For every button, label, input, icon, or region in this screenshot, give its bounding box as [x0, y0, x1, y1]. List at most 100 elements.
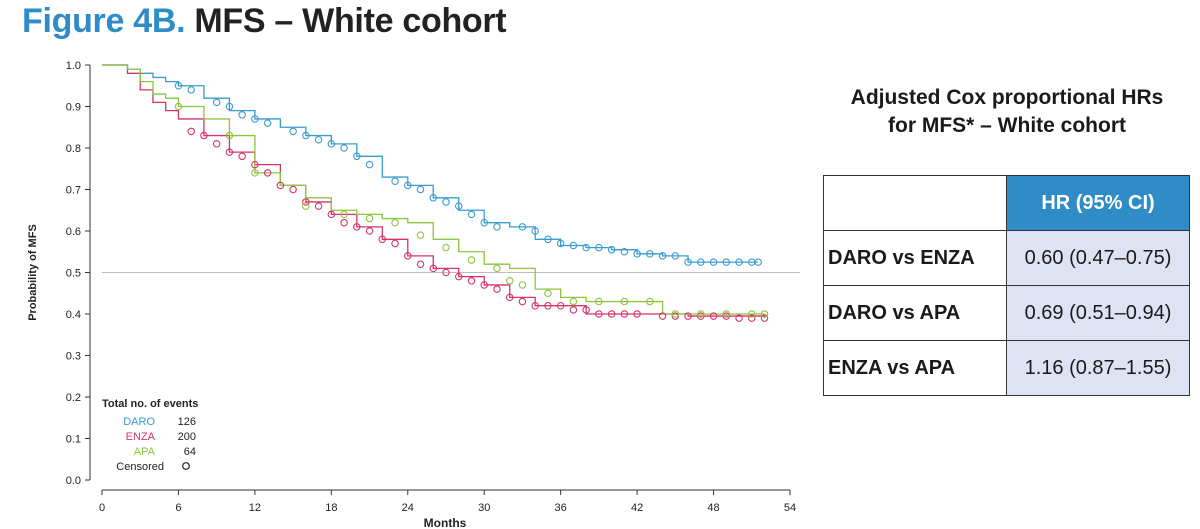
censor-mark-daro [620, 248, 629, 256]
censor-mark-enza [238, 152, 246, 161]
censor-mark-daro [404, 181, 412, 190]
censor-mark-enza [353, 223, 361, 231]
legend-events-apa: 64 [184, 446, 196, 458]
km-chart: 0.0 0.1 0.2 0.3 0.4 0.5 0.6 0.7 0.8 0.9 1.0 0 6 12 18 2… [27, 60, 800, 529]
censor-mark-apa [518, 281, 527, 289]
censor-mark-apa [225, 131, 234, 140]
censor-mark-enza [531, 301, 539, 310]
censor-mark-apa [493, 264, 501, 273]
hr-value: 0.60 (0.47–0.75) [1006, 230, 1190, 286]
y-tick-label: 0.7 [66, 185, 81, 197]
hr-table-row: DARO vs ENZA 0.60 (0.47–0.75) [823, 230, 1190, 286]
censor-mark-enza [697, 312, 705, 320]
censor-mark-enza [671, 312, 680, 320]
censor-mark-apa [760, 310, 769, 318]
censor-mark-daro [174, 81, 183, 90]
y-tick-label: 0.3 [66, 351, 81, 363]
x-tick-label: 12 [249, 502, 261, 514]
censor-mark-enza [365, 227, 374, 235]
legend-label-enza: ENZA [126, 431, 156, 443]
censor-mark-daro [302, 131, 310, 140]
censor-mark-apa [748, 310, 756, 318]
y-tick-label: 0.9 [66, 102, 81, 114]
censor-mark-apa [505, 277, 514, 285]
censor-mark-apa [467, 256, 476, 264]
censor-mark-enza [391, 239, 399, 248]
censor-mark-daro [582, 243, 590, 252]
figure-label: Figure 4B. [22, 2, 186, 40]
censor-mark-apa [302, 202, 310, 210]
x-tick-label: 36 [555, 502, 567, 514]
censor-mark-enza [454, 272, 463, 281]
km-curve-daro [102, 64, 759, 263]
hr-table-corner-cell [823, 175, 1007, 231]
x-axis-label: Months [424, 516, 467, 529]
censor-mark-enza [633, 310, 641, 318]
censor-mark-enza [620, 310, 629, 318]
x-tick-label: 24 [402, 502, 414, 514]
x-tick-label: 48 [707, 502, 719, 514]
censor-mark-enza [416, 260, 425, 268]
censor-mark-enza [200, 131, 208, 140]
censor-mark-enza [302, 198, 310, 206]
censor-mark-apa [174, 102, 183, 111]
y-tick-label: 0.4 [66, 309, 81, 321]
censor-mark-enza [735, 314, 743, 322]
censor-mark-apa [365, 214, 374, 223]
censor-mark-enza [480, 281, 488, 289]
censor-mark-daro [391, 177, 399, 185]
censor-mark-enza [263, 169, 272, 177]
y-tick-label: 0.6 [66, 226, 81, 238]
censor-mark-daro [238, 111, 246, 119]
hr-table-row: DARO vs APA 0.69 (0.51–0.94) [823, 285, 1190, 341]
censor-mark-daro [340, 144, 348, 152]
hr-panel-heading: Adjusted Cox proportional HRs for MFS* –… [812, 84, 1200, 140]
legend-events-enza: 200 [178, 431, 196, 443]
censor-mark-daro [416, 185, 425, 194]
legend-label-daro: DARO [123, 416, 155, 428]
censor-mark-daro [595, 243, 603, 252]
censor-mark-daro [646, 250, 654, 258]
censor-mark-apa [416, 231, 425, 239]
censor-mark-enza [276, 181, 285, 190]
censor-mark-daro [531, 227, 539, 235]
legend-label-apa: APA [134, 446, 156, 458]
censor-mark-enza [569, 306, 578, 314]
censor-mark-apa [340, 210, 348, 219]
censor-mark-enza [518, 297, 527, 306]
hr-value: 0.69 (0.51–0.94) [1006, 285, 1190, 341]
censor-mark-enza [378, 235, 387, 244]
hr-comparison: DARO vs ENZA [823, 230, 1007, 286]
censor-mark-apa [620, 297, 629, 306]
censor-mark-daro [658, 252, 667, 260]
censor-mark-daro [442, 198, 450, 206]
x-tick-label: 0 [99, 502, 105, 514]
censor-mark-daro [633, 250, 641, 258]
x-tick-label: 6 [175, 502, 181, 514]
censor-mark-daro [314, 135, 323, 144]
legend-censored-symbol [182, 462, 190, 470]
censor-mark-enza [251, 160, 259, 169]
y-tick-label: 0.1 [66, 434, 81, 446]
hr-heading-line-2: for MFS* – White cohort [888, 114, 1126, 137]
censor-mark-enza [187, 127, 195, 136]
km-curve-enza [102, 64, 766, 319]
censor-mark-daro [353, 152, 361, 161]
censor-mark-enza [544, 301, 552, 310]
hr-comparison: DARO vs APA [823, 285, 1007, 341]
censor-mark-enza [314, 202, 323, 210]
censor-mark-enza [429, 264, 438, 273]
censor-mark-daro [556, 239, 565, 248]
censor-mark-apa [544, 289, 552, 298]
censor-mark-apa [569, 297, 578, 306]
km-curve-apa [102, 64, 765, 315]
censor-mark-enza [327, 210, 336, 219]
censor-mark-enza [709, 312, 718, 320]
censor-mark-daro [709, 258, 718, 266]
censor-mark-enza [340, 218, 348, 227]
hr-heading-line-1: Adjusted Cox proportional HRs [850, 86, 1164, 109]
censor-mark-daro [212, 98, 221, 107]
y-tick-label: 0.2 [66, 392, 81, 404]
censor-mark-apa [722, 310, 731, 318]
censor-mark-daro [480, 218, 488, 227]
